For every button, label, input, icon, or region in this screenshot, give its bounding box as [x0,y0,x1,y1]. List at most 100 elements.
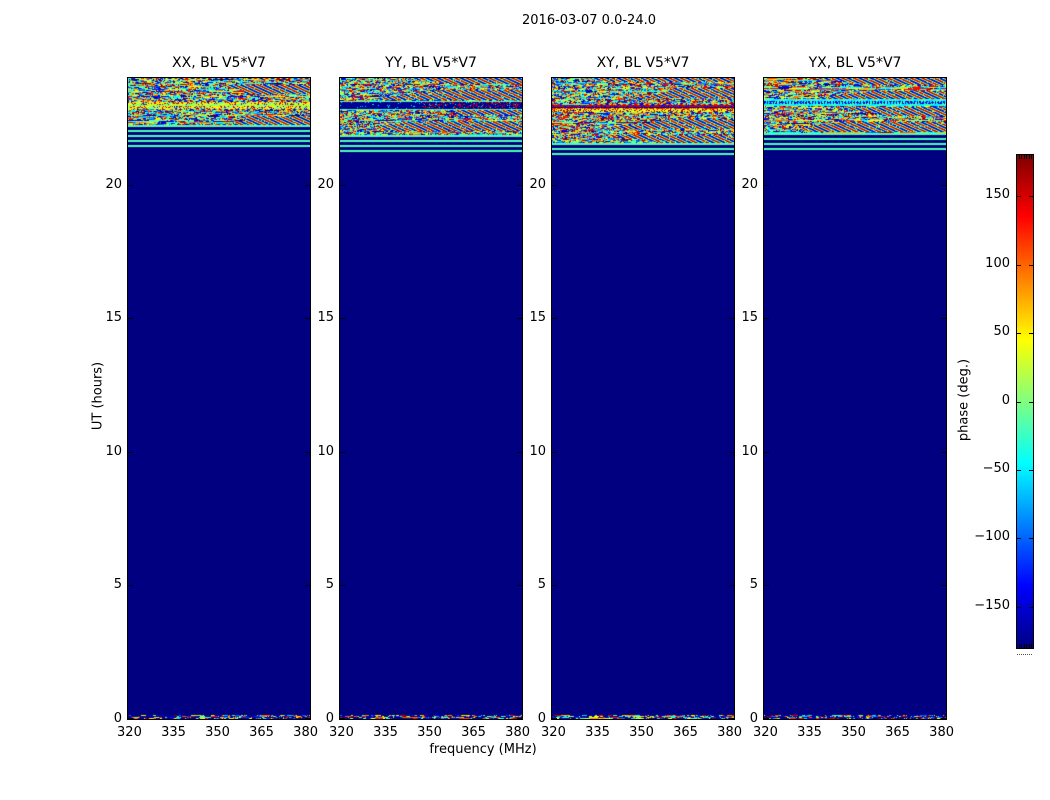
x-tick-label: 350 [841,725,866,740]
panel-title-yy: YY, BL V5*V7 [385,55,477,71]
colorbar-tick-mark [1029,607,1033,608]
y-tick-mark [128,185,133,186]
heatmap-panel-xx [127,77,311,720]
y-tick-label: 15 [741,310,758,326]
y-tick-mark [517,185,522,186]
y-tick-mark [517,318,522,319]
colorbar-edge-hatch [1021,155,1023,159]
y-tick-mark [128,718,133,719]
x-tick-label: 320 [541,725,566,740]
y-tick-mark [729,185,734,186]
colorbar-edge-hatch [1028,155,1030,159]
y-tick-label: 20 [105,176,122,192]
x-tick-label: 350 [205,725,230,740]
y-tick-label: 0 [537,711,546,726]
colorbar-tick-mark [1029,402,1033,403]
colorbar-gradient [1017,155,1033,648]
y-tick-mark [764,452,769,453]
y-tick-mark [552,585,557,586]
y-tick-mark [340,585,345,586]
colorbar-edge-hatch [1023,155,1025,159]
y-tick-mark [764,318,769,319]
colorbar-tick-label: −50 [982,461,1010,476]
y-tick-mark [729,718,734,719]
y-tick-mark [552,718,557,719]
heatmap-canvas-yx [764,78,946,719]
y-tick-mark [552,185,557,186]
y-tick-mark [941,452,946,453]
colorbar-edge-hatch [1028,644,1030,648]
y-tick-mark [764,718,769,719]
colorbar-tick-mark [1017,265,1021,266]
x-tick-label: 365 [673,725,698,740]
colorbar-tick-mark [1029,333,1033,334]
x-tick-label: 320 [753,725,778,740]
y-tick-mark [552,452,557,453]
colorbar-tick-mark [1017,607,1021,608]
colorbar-tick-mark [1017,196,1021,197]
y-tick-label: 10 [741,443,758,459]
x-tick-label: 350 [629,725,654,740]
colorbar-tick-label: 100 [985,256,1010,271]
heatmap-panel-yx [763,77,947,720]
x-axis-label: frequency (MHz) [429,742,537,757]
x-tick-label: 380 [717,725,742,740]
colorbar-edge-hatch [1023,644,1025,648]
y-tick-mark [517,585,522,586]
colorbar-tick-mark [1017,402,1021,403]
panel-title-yx: YX, BL V5*V7 [808,55,902,71]
y-tick-mark [941,718,946,719]
y-tick-mark [941,318,946,319]
colorbar-tick-mark [1029,470,1033,471]
y-tick-mark [552,318,557,319]
x-tick-label: 350 [417,725,442,740]
y-tick-label: 15 [105,310,122,326]
y-tick-mark [517,452,522,453]
y-tick-mark [305,718,310,719]
colorbar-edge-hatch [1026,155,1028,159]
colorbar-edge-hatch [1019,155,1020,159]
colorbar-tick-label: 150 [985,187,1010,202]
x-tick-label: 320 [329,725,354,740]
colorbar-tick-mark [1017,470,1021,471]
x-tick-label: 335 [797,725,822,740]
x-tick-label: 335 [161,725,186,740]
x-tick-label: 335 [373,725,398,740]
x-tick-label: 380 [293,725,318,740]
y-tick-label: 20 [741,176,758,192]
colorbar-edge-hatch [1026,644,1028,648]
colorbar-tick-label: −100 [974,529,1010,544]
y-tick-mark [941,185,946,186]
y-tick-mark [764,185,769,186]
y-tick-label: 20 [317,176,334,192]
panel-title-xy: XY, BL V5*V7 [596,55,690,71]
panel-title-xx: XX, BL V5*V7 [172,55,266,71]
x-tick-label: 365 [461,725,486,740]
colorbar-tick-mark [1029,538,1033,539]
colorbar-edge-hatch [1019,644,1020,648]
colorbar-tick-label: −150 [974,598,1010,613]
y-tick-mark [729,585,734,586]
y-tick-label: 15 [317,310,334,326]
y-tick-mark [941,585,946,586]
y-tick-label: 10 [529,443,546,459]
y-tick-mark [128,585,133,586]
y-tick-mark [340,718,345,719]
heatmap-canvas-xx [128,78,310,719]
y-tick-mark [305,585,310,586]
colorbar-tick-label: 50 [993,324,1010,339]
heatmap-canvas-xy [552,78,734,719]
x-tick-label: 365 [885,725,910,740]
y-tick-label: 5 [537,577,546,593]
y-tick-label: 5 [749,577,758,593]
x-tick-label: 380 [505,725,530,740]
y-tick-mark [729,452,734,453]
y-tick-label: 0 [113,711,122,726]
y-tick-mark [305,452,310,453]
x-tick-label: 365 [249,725,274,740]
y-tick-label: 10 [105,443,122,459]
y-tick-label: 20 [529,176,546,192]
heatmap-canvas-yy [340,78,522,719]
y-tick-mark [128,318,133,319]
